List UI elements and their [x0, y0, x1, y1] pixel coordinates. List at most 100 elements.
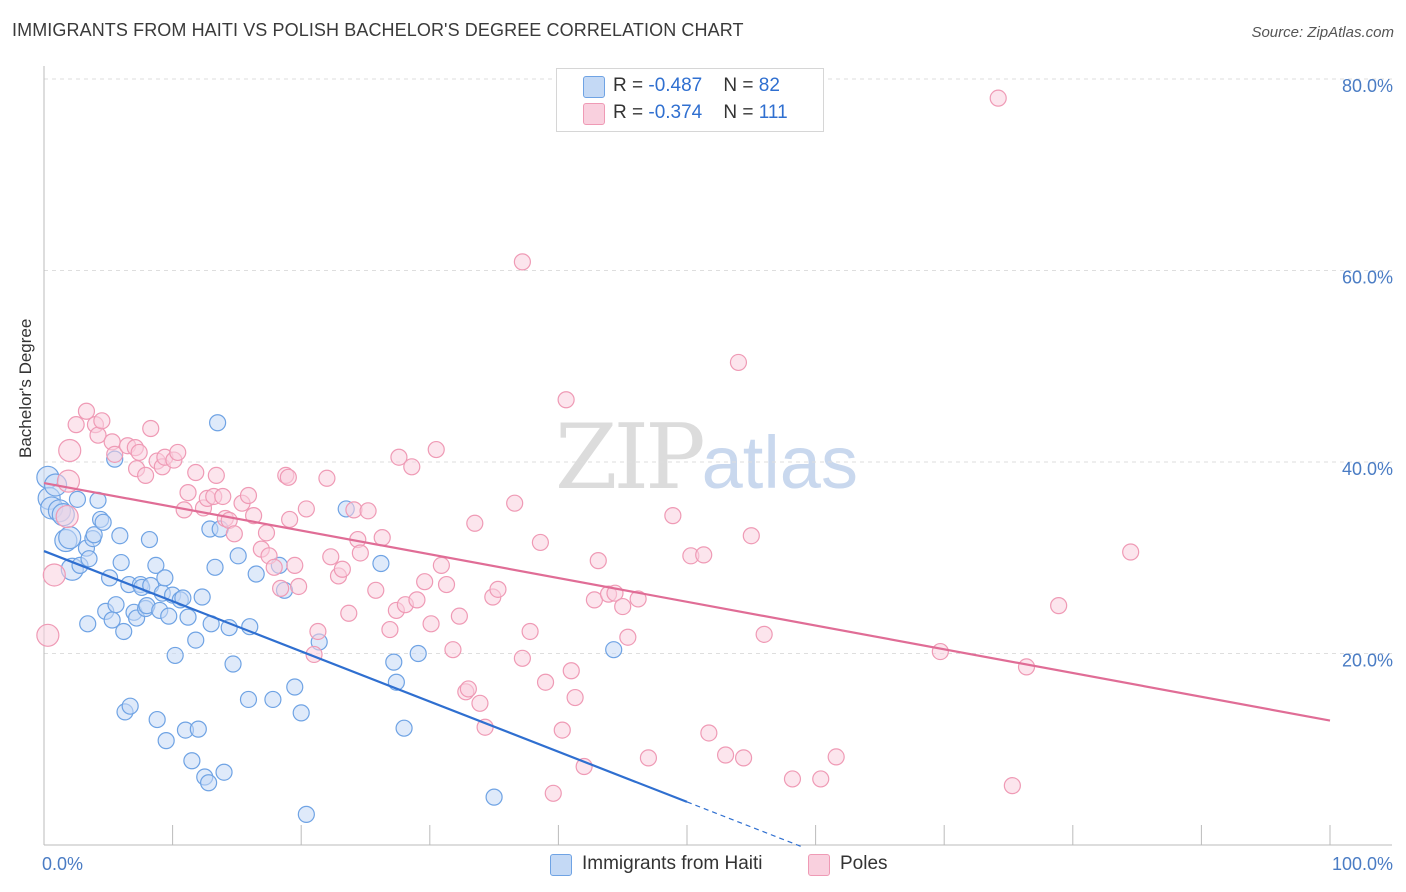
scatter-point	[416, 573, 434, 591]
scatter-point	[265, 558, 283, 576]
y-tick-label: 80.0%	[1342, 76, 1393, 96]
legend-swatch-poles	[583, 103, 605, 125]
scatter-point	[700, 724, 718, 742]
scatter-point	[544, 784, 562, 802]
grid-lines	[44, 78, 1392, 654]
scatter-point	[148, 710, 166, 729]
scatter-point	[55, 504, 79, 529]
scatter-point	[187, 463, 205, 482]
scatter-point	[931, 642, 949, 661]
scatter-point	[85, 526, 103, 544]
scatter-point	[531, 533, 549, 552]
y-tick-label: 40.0%	[1342, 459, 1393, 479]
scatter-point	[372, 554, 390, 573]
scatter-point	[734, 749, 753, 767]
scatter-point	[142, 419, 160, 438]
scatter-point	[409, 644, 427, 663]
scatter-point	[1003, 777, 1021, 795]
y-tick-label: 20.0%	[1342, 651, 1393, 671]
scatter-point	[94, 513, 112, 531]
scatter-point	[1122, 543, 1140, 561]
scatter-point	[115, 622, 133, 641]
scatter-point	[215, 763, 233, 781]
scatter-point	[359, 502, 377, 520]
scatter-point	[156, 569, 174, 587]
stats-legend: R = -0.487 N = 82 R = -0.374 N = 111	[556, 68, 824, 132]
scatter-point	[112, 553, 130, 572]
scatter-point	[58, 438, 82, 463]
scatter-point	[290, 577, 308, 596]
scatter-point	[111, 527, 129, 545]
scatter-point	[557, 391, 575, 409]
scatter-point	[408, 591, 426, 609]
series-legend: Immigrants from Haiti Poles	[0, 850, 1406, 880]
scatter-point	[179, 608, 197, 626]
scatter-point	[385, 653, 403, 671]
legend-r-value: -0.374	[648, 102, 703, 123]
scatter-point	[444, 641, 462, 659]
series-legend-label-poles: Poles	[840, 853, 888, 874]
scatter-point	[245, 507, 263, 525]
scatter-point	[239, 690, 258, 709]
scatter-point	[140, 530, 159, 549]
scatter-point	[80, 550, 98, 568]
scatter-point	[100, 569, 119, 587]
scatter-point	[247, 565, 265, 583]
trend-lines	[43, 481, 1331, 848]
scatter-point	[485, 788, 503, 806]
scatter-point	[67, 416, 85, 434]
scatter-point	[297, 805, 315, 823]
scatter-point	[169, 443, 187, 462]
scatter-point	[42, 563, 66, 587]
chart-title: IMMIGRANTS FROM HAITI VS POLISH BACHELOR…	[12, 20, 744, 40]
scatter-point	[206, 558, 224, 576]
scatter-point	[136, 466, 155, 485]
scatter-point	[432, 556, 450, 575]
scatter-point	[513, 253, 531, 271]
scatter-point	[264, 690, 282, 709]
scatter-point	[297, 500, 315, 518]
scatter-point	[422, 615, 440, 633]
scatter-point	[459, 680, 477, 698]
scatter-point	[427, 440, 445, 459]
scatter-point	[183, 752, 201, 770]
scatter-point	[58, 526, 82, 550]
scatter-point	[279, 468, 297, 486]
trend-line-extension	[686, 801, 803, 848]
scatter-point	[220, 619, 238, 637]
scatter-point	[450, 607, 468, 625]
scatter-point	[193, 588, 211, 606]
x-tick-label: 100.0%	[1332, 854, 1393, 874]
scatter-point	[639, 749, 658, 767]
scatter-point	[318, 469, 336, 487]
scatter-point	[224, 655, 242, 673]
scatter-point	[272, 579, 290, 597]
scatter-point	[68, 490, 87, 508]
scatter-point	[130, 443, 148, 462]
legend-r-value: -0.487	[648, 75, 703, 96]
scatter-point	[333, 560, 351, 578]
legend-r-label: R =	[613, 102, 649, 123]
scatter-point	[695, 546, 713, 564]
legend-text-poles: R = -0.374 N = 111	[613, 102, 788, 124]
axes	[43, 66, 1392, 846]
scatter-point	[322, 548, 340, 566]
scatter-point	[239, 486, 258, 505]
scatter-point	[403, 458, 421, 476]
x-tick-label: 0.0%	[42, 854, 83, 874]
scatter-point	[107, 596, 125, 614]
scatter-point	[225, 525, 243, 543]
legend-swatch-haiti	[583, 76, 605, 98]
scatter-point	[373, 529, 391, 547]
scatter-point	[257, 524, 276, 542]
scatter-point	[471, 694, 489, 712]
trend-line	[43, 550, 688, 803]
scatter-point	[437, 575, 456, 594]
scatter-point	[716, 746, 735, 764]
scatter-point	[664, 507, 682, 525]
y-axis-label: Bachelor's Degree	[16, 318, 35, 458]
legend-n-label: N =	[723, 75, 759, 96]
scatter-point	[395, 719, 413, 737]
legend-n-value: 82	[758, 75, 780, 96]
scatter-point	[157, 732, 175, 750]
